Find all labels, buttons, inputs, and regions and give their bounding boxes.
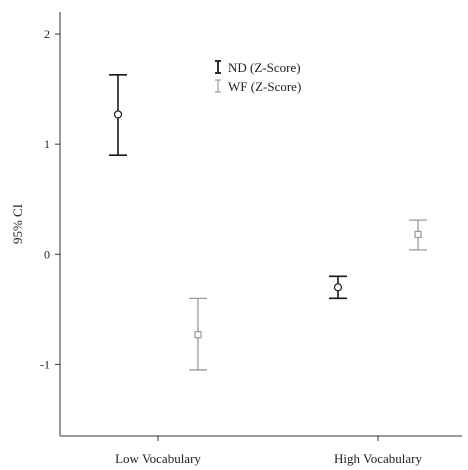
legend-label: WF (Z-Score)	[228, 79, 301, 94]
x-tick-label: Low Vocabulary	[115, 451, 201, 466]
y-tick-label: -1	[40, 357, 50, 371]
y-tick-label: 0	[44, 247, 50, 261]
mean-point	[414, 230, 422, 239]
x-tick-label: High Vocabulary	[334, 451, 422, 466]
mean-point	[113, 110, 123, 119]
legend-label: ND (Z-Score)	[228, 60, 301, 75]
error-bar	[109, 73, 127, 156]
legend-item: ND (Z-Score)	[215, 60, 301, 75]
y-tick-label: 1	[44, 137, 50, 151]
error-bar	[189, 297, 207, 371]
y-axis-label: 95% CI	[10, 204, 25, 244]
error-bar	[329, 275, 347, 300]
legend-item: WF (Z-Score)	[215, 79, 301, 94]
y-tick-label: 2	[44, 27, 50, 41]
legend: ND (Z-Score) WF (Z-Score)	[215, 60, 301, 94]
mean-point	[333, 283, 343, 292]
axes: -1 0 1 2 Low Vocabulary High Vocabulary	[40, 12, 462, 466]
chart-marks	[109, 73, 427, 371]
mean-point	[194, 331, 202, 339]
error-bar	[409, 219, 427, 251]
